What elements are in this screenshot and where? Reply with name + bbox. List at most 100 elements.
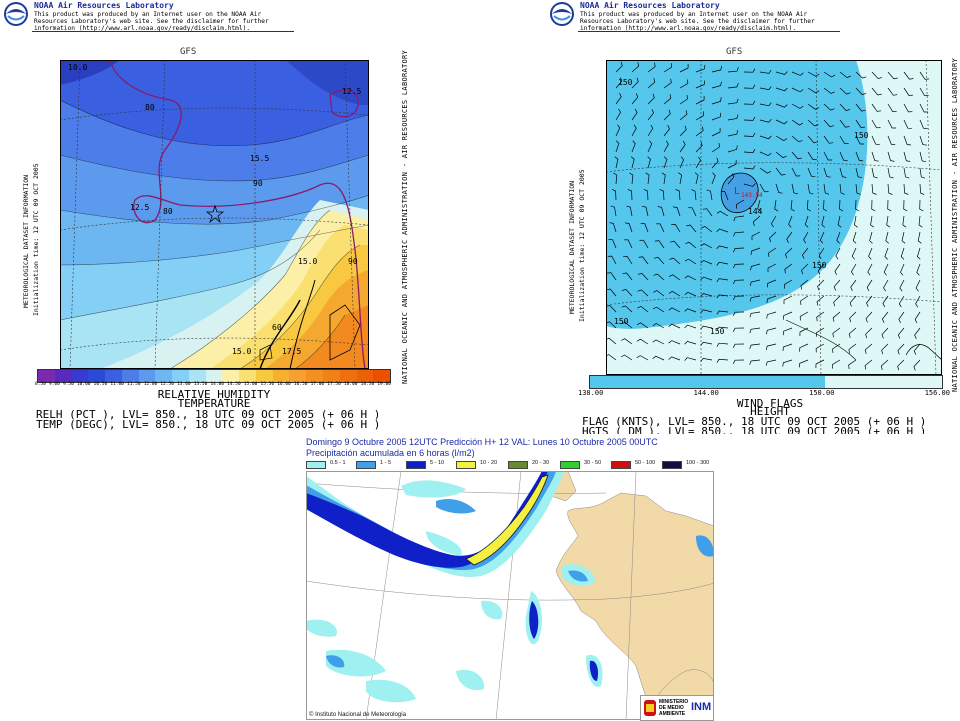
wind-barb xyxy=(629,172,634,185)
wind-barb xyxy=(871,135,880,145)
wind-barb xyxy=(663,94,672,105)
wind-barb xyxy=(716,358,729,363)
wind-barb xyxy=(897,327,905,339)
right-scale-subtitle: HEIGHT xyxy=(750,405,790,418)
wind-barb xyxy=(727,98,739,105)
wind-barb xyxy=(711,157,719,169)
wind-barb xyxy=(716,228,729,233)
wind-barb xyxy=(668,307,681,313)
wind-barb xyxy=(887,167,894,179)
wind-barb xyxy=(652,355,665,361)
contour-label: 15.0 xyxy=(232,347,251,356)
contour-label: 150 xyxy=(618,78,633,87)
wind-barb xyxy=(766,311,777,319)
wind-barb xyxy=(732,327,745,332)
wind-barb xyxy=(791,167,801,177)
wind-barb xyxy=(900,247,905,260)
wind-barb xyxy=(833,295,841,307)
wind-barb xyxy=(850,279,857,291)
wind-barb xyxy=(700,276,713,281)
wind-barb xyxy=(823,183,830,195)
wind-barb xyxy=(630,156,635,169)
precipitation-map xyxy=(306,471,714,720)
wind-barb xyxy=(915,295,921,308)
wind-barb xyxy=(765,359,777,366)
wind-barb xyxy=(647,109,655,121)
wind-barb xyxy=(679,125,687,137)
wind-barb xyxy=(642,205,649,217)
wind-barb xyxy=(647,62,656,73)
wind-barb xyxy=(759,69,772,74)
wind-barb xyxy=(871,199,876,212)
wind-barb xyxy=(653,290,665,297)
wind-barb xyxy=(884,247,889,260)
wind-barb xyxy=(848,343,857,354)
wind-barb xyxy=(855,119,865,128)
wind-barb xyxy=(791,119,804,126)
wind-barb xyxy=(871,87,882,96)
wind-barb xyxy=(749,311,761,318)
wind-barb xyxy=(836,231,841,244)
wind-barb xyxy=(816,311,825,322)
wind-barb xyxy=(784,263,793,274)
wind-barb xyxy=(871,151,879,162)
wind-barb xyxy=(839,87,851,95)
wind-barb xyxy=(855,135,865,145)
wind-barb xyxy=(606,305,617,313)
wind-barb xyxy=(887,151,895,162)
wind-barb xyxy=(663,140,669,153)
wind-barb xyxy=(837,215,842,228)
contour-label: 80 xyxy=(163,207,173,216)
contour-label: 90 xyxy=(253,179,263,188)
wind-barb xyxy=(750,263,761,271)
legend-label: 5 - 10 xyxy=(430,460,445,466)
wind-barb xyxy=(807,71,820,77)
left-caption-relh: RELH (PCT ), LVL= 850., 18 UTC 09 OCT 20… xyxy=(36,408,381,421)
wind-barb xyxy=(775,103,788,108)
wind-barb xyxy=(638,273,649,281)
wind-barb xyxy=(815,343,825,353)
wind-barb xyxy=(700,341,713,346)
wind-barb xyxy=(770,215,777,228)
wind-barb xyxy=(625,222,633,233)
wind-barb xyxy=(799,327,809,337)
wind-barb xyxy=(727,145,738,153)
wind-barb xyxy=(903,103,913,113)
wind-barb xyxy=(606,272,617,281)
wind-barb xyxy=(852,231,857,244)
wind-barb xyxy=(749,327,761,334)
wind-barb xyxy=(607,255,617,265)
wind-barb xyxy=(855,103,866,112)
wind-barb xyxy=(743,132,756,137)
wind-barb xyxy=(759,118,772,123)
wind-barb xyxy=(743,165,756,170)
wind-barb xyxy=(799,311,809,321)
wind-barb xyxy=(679,140,686,153)
wind-barb xyxy=(833,279,841,291)
contour-label: 144 xyxy=(748,207,763,216)
legend-label: 20 - 30 xyxy=(532,460,550,466)
right-side-agency: NATIONAL OCEANIC AND ATMOSPHERIC ADMINIS… xyxy=(951,57,959,392)
wind-barb xyxy=(733,263,745,269)
wind-barb xyxy=(871,71,883,80)
wind-barb xyxy=(727,83,739,89)
wind-barb xyxy=(903,71,914,80)
wind-barb xyxy=(678,172,682,185)
wind-barb xyxy=(917,247,921,260)
wind-barb xyxy=(917,231,922,244)
wind-barb xyxy=(757,199,761,212)
wind-barb xyxy=(823,103,835,111)
wind-barb xyxy=(627,189,633,201)
left-disclaimer: This product was produced by an Internet… xyxy=(34,11,269,32)
wind-barb xyxy=(702,208,713,217)
wind-barb xyxy=(897,343,905,355)
wind-barb xyxy=(899,279,905,292)
wind-barb xyxy=(684,308,697,313)
wind-barb xyxy=(749,295,761,302)
wind-barb xyxy=(799,343,809,352)
wind-barb xyxy=(839,199,844,212)
wind-barb xyxy=(701,225,713,233)
wind-barb xyxy=(636,338,649,345)
wind-barb xyxy=(807,183,814,195)
wind-barb xyxy=(620,354,633,361)
